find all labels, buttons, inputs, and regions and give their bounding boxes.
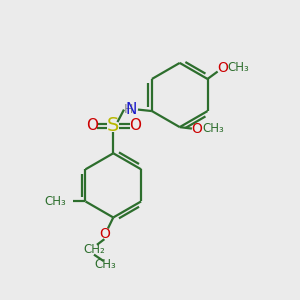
Text: CH₃: CH₃ xyxy=(228,61,249,74)
Text: O: O xyxy=(191,122,203,136)
Text: S: S xyxy=(107,116,119,135)
Text: O: O xyxy=(129,118,141,134)
Text: CH₃: CH₃ xyxy=(44,195,66,208)
Text: CH₃: CH₃ xyxy=(94,258,116,271)
Text: O: O xyxy=(86,118,98,134)
Text: O: O xyxy=(218,61,228,75)
Text: N: N xyxy=(126,102,137,117)
Text: CH₂: CH₂ xyxy=(83,243,105,256)
Text: CH₃: CH₃ xyxy=(202,122,224,135)
Text: H: H xyxy=(124,103,133,116)
Text: O: O xyxy=(99,227,110,241)
